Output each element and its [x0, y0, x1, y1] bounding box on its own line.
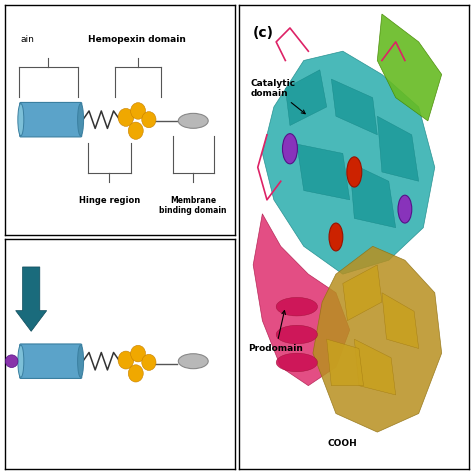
Polygon shape	[377, 116, 419, 181]
Text: Hemopexin domain: Hemopexin domain	[88, 35, 186, 44]
Ellipse shape	[18, 104, 24, 136]
Ellipse shape	[118, 109, 134, 127]
Polygon shape	[377, 14, 442, 121]
Ellipse shape	[347, 157, 362, 187]
Ellipse shape	[128, 122, 143, 139]
Ellipse shape	[131, 103, 146, 119]
Ellipse shape	[142, 112, 156, 128]
Text: Prodomain: Prodomain	[248, 310, 303, 353]
Text: Hinge region: Hinge region	[79, 196, 140, 205]
Polygon shape	[343, 265, 382, 320]
Ellipse shape	[78, 345, 83, 377]
Polygon shape	[253, 214, 350, 386]
FancyArrow shape	[16, 267, 47, 331]
FancyBboxPatch shape	[20, 344, 82, 378]
Ellipse shape	[276, 325, 318, 344]
Text: Membrane
binding domain: Membrane binding domain	[159, 196, 227, 215]
Polygon shape	[327, 339, 364, 386]
Ellipse shape	[78, 104, 83, 136]
Polygon shape	[313, 246, 442, 432]
Ellipse shape	[283, 134, 297, 164]
Text: COOH: COOH	[328, 439, 358, 448]
Ellipse shape	[276, 297, 318, 316]
Ellipse shape	[276, 353, 318, 372]
Text: (c): (c)	[253, 26, 274, 40]
Ellipse shape	[398, 195, 412, 223]
Polygon shape	[262, 51, 435, 274]
Polygon shape	[297, 144, 350, 200]
Polygon shape	[285, 70, 327, 126]
Ellipse shape	[118, 351, 134, 369]
Ellipse shape	[178, 354, 208, 369]
FancyBboxPatch shape	[20, 102, 82, 137]
Ellipse shape	[131, 346, 146, 362]
Ellipse shape	[5, 355, 18, 367]
Ellipse shape	[329, 223, 343, 251]
Text: Catalytic
domain: Catalytic domain	[251, 79, 305, 114]
Ellipse shape	[18, 345, 24, 377]
Polygon shape	[382, 293, 419, 348]
Ellipse shape	[142, 355, 156, 370]
Polygon shape	[350, 163, 396, 228]
Polygon shape	[331, 79, 377, 135]
Ellipse shape	[178, 113, 208, 128]
Polygon shape	[354, 339, 396, 395]
Ellipse shape	[128, 365, 143, 382]
Text: ain: ain	[21, 35, 35, 44]
